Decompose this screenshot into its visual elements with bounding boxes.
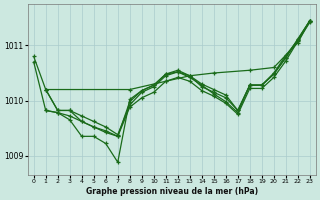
X-axis label: Graphe pression niveau de la mer (hPa): Graphe pression niveau de la mer (hPa)	[86, 187, 258, 196]
